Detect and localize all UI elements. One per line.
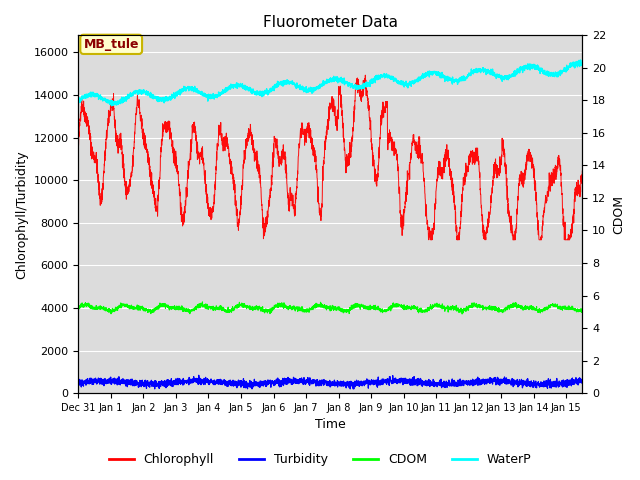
X-axis label: Time: Time	[315, 419, 346, 432]
Legend: Chlorophyll, Turbidity, CDOM, WaterP: Chlorophyll, Turbidity, CDOM, WaterP	[104, 448, 536, 471]
Y-axis label: CDOM: CDOM	[612, 195, 625, 234]
Title: Fluorometer Data: Fluorometer Data	[263, 15, 398, 30]
Text: MB_tule: MB_tule	[83, 38, 139, 51]
Y-axis label: Chlorophyll/Turbidity: Chlorophyll/Turbidity	[15, 150, 28, 278]
